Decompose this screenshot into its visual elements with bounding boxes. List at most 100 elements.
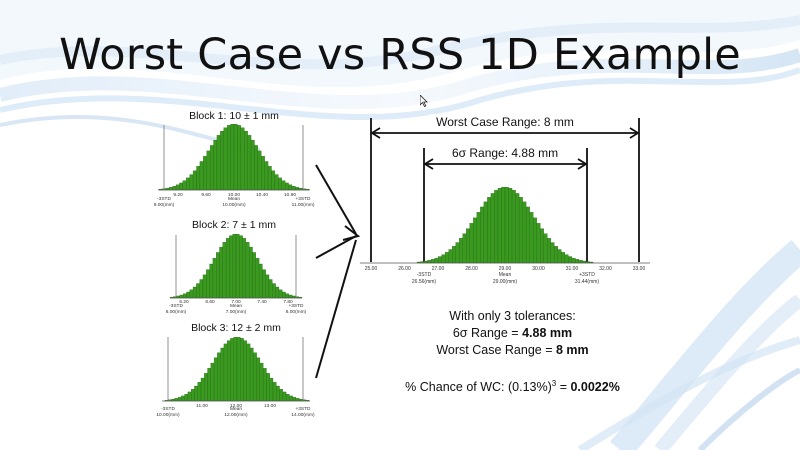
result-histogram-bar [445, 252, 449, 264]
block-3-histogram-bar [266, 373, 270, 402]
block-1-tick: 9.20 [173, 192, 183, 198]
block-3-right-label: +3STD [295, 406, 311, 412]
result-tick: 33.00 [633, 266, 646, 272]
block-2-histogram-bar [199, 279, 204, 299]
result-histogram-bar [434, 257, 439, 264]
block-2-histogram-bar [268, 279, 273, 299]
block-2-chart: Block 2: 7 ± 1 mm 6.20 6.60 7.00 7.40 7.80 -… [166, 219, 307, 315]
summary-line-3: Worst Case Range = 8 mm [380, 342, 645, 359]
block-3-histogram-bar [200, 377, 205, 402]
block-1-tick-labels: 9.20 9.60 10.00 10.40 10.80 [173, 192, 296, 198]
result-right-value: 31.44(mm) [575, 279, 600, 285]
block-3-histogram-bar [223, 343, 228, 402]
block-3-left-value: 10.00(mm) [156, 412, 180, 418]
block-2-histogram-bar [285, 293, 289, 299]
block-2-histogram-bar [262, 269, 266, 299]
result-histogram-bar [536, 223, 541, 264]
block-2-histogram-bar [265, 274, 270, 299]
block-2-right-label: +3STD [288, 303, 304, 309]
chance-prefix: % Chance of WC: (0.13%) [405, 380, 552, 395]
block-1-histogram-bar [278, 177, 282, 191]
block-1-histogram-bar [223, 127, 228, 191]
block-1-histogram-bar [216, 135, 221, 191]
result-mean-value: 29.00(mm) [493, 279, 518, 285]
block-2-histogram-bar [189, 289, 194, 299]
block-3-tick: 11.00 [196, 403, 208, 409]
block-2-tick: 6.20 [179, 299, 189, 305]
result-histogram-bar [568, 256, 573, 264]
block-3-label: Block 3: 12 ± 2 mm [191, 322, 281, 334]
result-histogram-bar [511, 190, 516, 264]
block-3-histogram-bar [177, 397, 182, 402]
block-1-histogram-bar [196, 166, 201, 191]
block-2-histogram-bar [235, 234, 240, 299]
block-1-tick: 10.00 [228, 192, 240, 198]
block-2-left-label: -3STD [169, 303, 183, 309]
block-3-histogram-bar [259, 362, 264, 402]
result-tick: 30.00 [532, 266, 545, 272]
result-histogram-bar [462, 233, 467, 264]
summary-line-4: % Chance of WC: (0.13%)3 = 0.0022% [380, 375, 645, 396]
block-3-histogram-bar [227, 340, 231, 402]
slide-title: Worst Case vs RSS 1D Example [59, 30, 741, 80]
chance-value: 0.0022% [570, 380, 620, 395]
block-1-tick: 10.40 [256, 192, 268, 198]
result-histogram-bar [529, 212, 534, 264]
block-2-histogram-bar [245, 242, 250, 299]
block-1-histogram-bar [172, 186, 177, 191]
result-histogram-bar [578, 260, 583, 264]
block-3-histogram-bar [249, 347, 254, 402]
block-2-left-value: 6.00(mm) [166, 309, 187, 315]
chance-equals: = [556, 380, 571, 395]
block-1-histogram-bar [186, 177, 190, 191]
result-histogram-bar [557, 249, 562, 264]
block-1-histogram-bar [247, 135, 252, 191]
worst-case-range-label: Worst Case Range: 8 mm [436, 115, 574, 129]
block-3-mean-value: 12.00(mm) [224, 412, 248, 418]
result-histogram-bar [540, 228, 544, 264]
block-2-histogram-bar [222, 242, 227, 299]
block-3-histogram-bar [256, 357, 261, 402]
result-histogram [416, 186, 594, 264]
block-3-histogram-bar [230, 338, 234, 402]
block-1-left-label: -3STD [157, 196, 171, 202]
result-histogram-bar [571, 257, 576, 264]
block-1-histogram-bar [203, 156, 207, 191]
block-2-histogram-bar [278, 289, 283, 299]
result-histogram-bar [473, 217, 477, 264]
block-1-histogram-bar [227, 125, 231, 191]
arrow-block-1 [315, 164, 357, 235]
block-2-histogram-bar [255, 258, 260, 299]
block-3-histogram-bar [191, 389, 195, 402]
result-right-label: +3STD [579, 272, 595, 278]
result-histogram-bar [459, 238, 463, 264]
block-2-label: Block 2: 7 ± 1 mm [192, 219, 276, 231]
block-1-histogram-bar [179, 182, 184, 191]
result-histogram-bar [494, 190, 499, 264]
block-1-histogram-bar [257, 150, 262, 191]
result-histogram-bar [504, 186, 509, 264]
result-histogram-bar [561, 252, 565, 264]
block-2-histogram-bar [186, 291, 190, 299]
block-2-histogram-bar [272, 283, 276, 299]
block-1-histogram-bar [206, 150, 211, 191]
block-3-histogram-bar [204, 373, 208, 402]
result-histogram-bar [515, 193, 520, 264]
block-1-histogram-bar [199, 161, 204, 191]
block-1-histogram-bar [169, 187, 173, 191]
block-2-tick: 6.60 [205, 299, 215, 305]
block-3-histogram-bar [292, 397, 297, 402]
worst-case-value: 8 mm [555, 343, 589, 357]
result-histogram-bar [522, 201, 527, 264]
result-mean-label: Mean [499, 272, 512, 278]
block-1-left-value: 9.00(mm) [154, 202, 175, 208]
block-2-right-value: 8.00(mm) [286, 309, 307, 315]
summary-text: With only 3 tolerances: 6σ Range = 4.88 … [380, 308, 645, 396]
result-histogram-bar [564, 254, 569, 264]
block-3-tick: 12.00 [230, 403, 242, 409]
block-2-histogram-bar [183, 293, 187, 299]
result-left-value: 26.56(mm) [412, 279, 437, 285]
result-histogram-bar [547, 238, 551, 264]
block-1-histogram-bar [295, 187, 299, 191]
block-1-histogram-bar [209, 145, 214, 191]
